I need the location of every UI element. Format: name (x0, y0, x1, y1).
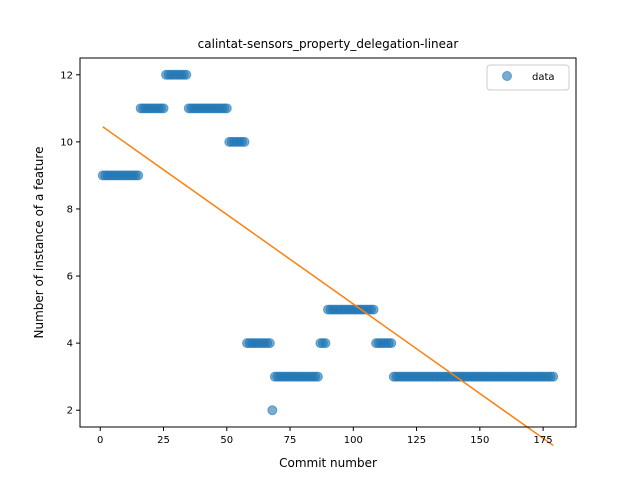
data-point (221, 103, 232, 114)
y-axis: 2 4 6 8 10 12 (60, 70, 80, 417)
y-tick-label: 4 (67, 339, 73, 350)
x-tick-label: 0 (97, 435, 103, 446)
legend-marker-data (502, 71, 512, 81)
data-point (133, 170, 144, 181)
x-tick-label: 25 (157, 435, 170, 446)
x-tick-label: 125 (407, 435, 426, 446)
y-tick-label: 2 (67, 406, 73, 417)
data-point (264, 338, 275, 349)
y-tick-label: 12 (60, 70, 73, 81)
y-axis-label: Number of instance of a feature (32, 147, 46, 339)
legend: data (486, 64, 570, 91)
x-tick-label: 175 (534, 435, 553, 446)
data-point (368, 304, 379, 315)
data-point (312, 371, 323, 382)
x-axis-label: Commit number (279, 456, 377, 470)
x-axis: 0 25 50 75 100 125 150 175 (97, 427, 553, 446)
plot-marks (97, 69, 559, 447)
plot-frame (79, 57, 577, 428)
legend-box (486, 64, 570, 91)
x-tick-label: 100 (344, 435, 363, 446)
fit-line (102, 126, 554, 447)
chart-title: calintat-sensors_property_delegation-lin… (198, 37, 459, 51)
data-point (320, 338, 331, 349)
x-tick-label: 50 (220, 435, 233, 446)
y-tick-label: 10 (60, 137, 73, 148)
data-point (548, 371, 559, 382)
data-point (267, 405, 278, 416)
x-tick-label: 150 (470, 435, 489, 446)
data-point (158, 103, 169, 114)
data-point (386, 338, 397, 349)
y-tick-label: 6 (67, 272, 73, 283)
data-point (239, 136, 250, 147)
x-tick-label: 75 (284, 435, 297, 446)
legend-label-data: data (532, 72, 555, 83)
data-point (181, 69, 192, 80)
y-tick-label: 8 (67, 204, 73, 215)
